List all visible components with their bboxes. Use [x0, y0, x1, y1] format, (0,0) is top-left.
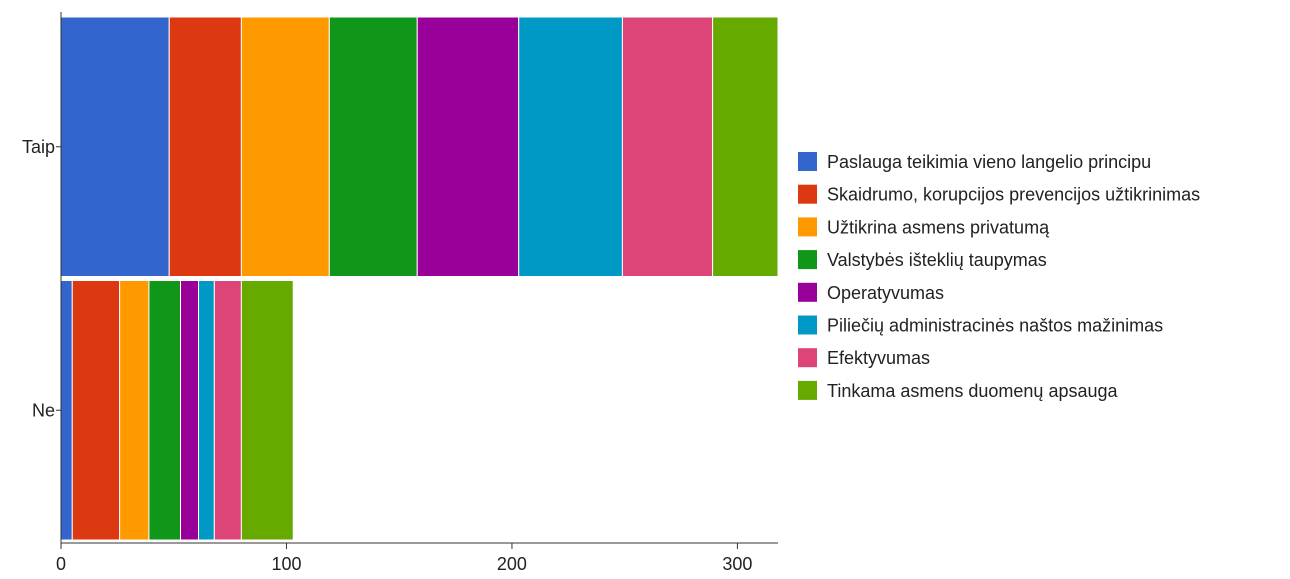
x-tick-label-0: 0 [56, 554, 66, 574]
bar-ne-uztikrina-asmens-privatuma [119, 280, 150, 541]
legend-swatch-paslauga-teikimia-vieno-langelio-principu [798, 152, 817, 171]
bar-ne-efektyvumas [213, 280, 242, 541]
bar-taip-tinkama-asmens-duomenu-apsauga [712, 16, 779, 277]
bar-ne-paslauga-teikimia-vieno-langelio-principu [60, 280, 73, 541]
bar-taip-operatyvumas [416, 16, 520, 277]
bar-ne-skaidrumo-korupcijos-prevencijos-uztikrinimas [71, 280, 121, 541]
x-tick-label-100: 100 [271, 554, 301, 574]
category-label-ne: Ne [32, 400, 55, 420]
legend-label-uztikrina-asmens-privatuma: Užtikrina asmens privatumą [827, 217, 1050, 237]
bars-layer [60, 16, 779, 541]
axes-layer: Taip Ne 0 100 200 300 [22, 12, 778, 574]
legend-swatch-efektyvumas [798, 348, 817, 368]
bar-taip-uztikrina-asmens-privatuma [240, 16, 330, 277]
bar-taip-paslauga-teikimia-vieno-langelio-principu [60, 16, 170, 277]
bar-ne-pilieciu-administracines-nastos-mazinimas [198, 280, 215, 541]
legend-label-pilieciu-administracines-nastos-mazinimas: Piliečių administracinės naštos mažinima… [827, 316, 1163, 336]
legend-label-paslauga-teikimia-vieno-langelio-principu: Paslauga teikimia vieno langelio princip… [827, 152, 1151, 172]
bar-ne-tinkama-asmens-duomenu-apsauga [240, 280, 294, 541]
legend-swatch-skaidrumo-korupcijos-prevencijos-uztikrinimas [798, 184, 817, 204]
bar-ne-operatyvumas [180, 280, 200, 541]
legend-swatch-operatyvumas [798, 282, 817, 302]
bar-taip-valstybes-istekliu-taupymas [328, 16, 418, 277]
legend-label-tinkama-asmens-duomenu-apsauga: Tinkama asmens duomenų apsauga [827, 381, 1118, 401]
bar-taip-skaidrumo-korupcijos-prevencijos-uztikrinimas [168, 16, 242, 277]
bar-taip-pilieciu-administracines-nastos-mazinimas [518, 16, 623, 277]
bar-taip-efektyvumas [621, 16, 714, 277]
legend-label-valstybes-istekliu-taupymas: Valstybės išteklių taupymas [827, 250, 1047, 270]
bar-ne-valstybes-istekliu-taupymas [148, 280, 181, 541]
legend-swatch-tinkama-asmens-duomenu-apsauga [798, 380, 817, 400]
legend-swatch-uztikrina-asmens-privatuma [798, 217, 817, 237]
legend: Paslauga teikimia vieno langelio princip… [798, 152, 1200, 401]
legend-swatch-valstybes-istekliu-taupymas [798, 250, 817, 270]
legend-label-skaidrumo-korupcijos-prevencijos-uztikrinimas: Skaidrumo, korupcijos prevencijos užtikr… [827, 185, 1200, 205]
x-tick-label-200: 200 [497, 554, 527, 574]
x-tick-label-300: 300 [722, 554, 752, 574]
legend-label-efektyvumas: Efektyvumas [827, 348, 930, 368]
category-label-taip: Taip [22, 137, 55, 157]
legend-label-operatyvumas: Operatyvumas [827, 283, 944, 303]
legend-swatch-pilieciu-administracines-nastos-mazinimas [798, 315, 817, 335]
